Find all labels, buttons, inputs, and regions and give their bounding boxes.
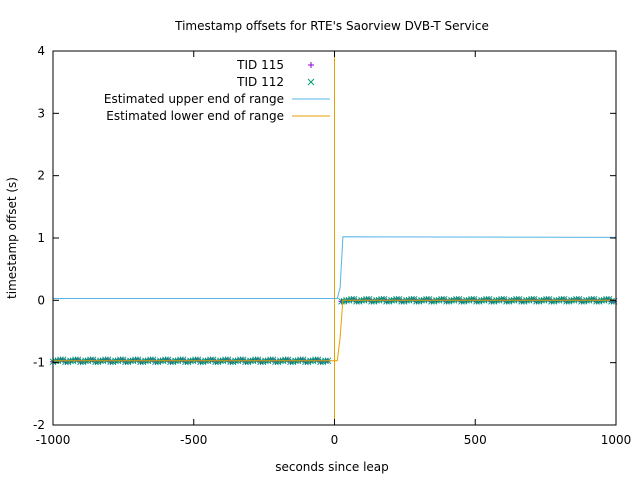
legend-item: Estimated upper end of range [104, 92, 330, 106]
legend-swatch [308, 62, 314, 68]
x-tick-label: -500 [180, 433, 207, 447]
data-point [297, 356, 304, 364]
x-tick-label: -1000 [36, 433, 71, 447]
data-point [102, 356, 109, 364]
data-point [468, 295, 475, 303]
data-point [438, 295, 445, 303]
chart-title: Timestamp offsets for RTE's Saorview DVB… [174, 19, 489, 33]
y-tick-label: 0 [37, 293, 45, 307]
data-point [453, 295, 460, 303]
data-point [498, 295, 505, 303]
data-point [363, 295, 370, 303]
data-point [117, 356, 124, 364]
legend-swatch [307, 78, 315, 86]
legend: TID 115 TID 112 Estimated upper end of ran… [104, 58, 330, 123]
data-point [237, 356, 244, 364]
data-point [603, 295, 610, 303]
data-point [408, 295, 415, 303]
data-point [378, 295, 385, 303]
y-axis: -2 -1 0 1 2 3 4 [33, 44, 616, 432]
x-tick-label: 0 [331, 433, 339, 447]
y-tick-label: 1 [37, 231, 45, 245]
legend-item: Estimated lower end of range [106, 109, 330, 123]
legend-item: TID 115 [236, 58, 314, 72]
data-point [573, 295, 580, 303]
series-line [53, 236, 617, 299]
data-point [162, 356, 169, 364]
x-tick-label: 500 [464, 433, 487, 447]
data-point [543, 295, 550, 303]
data-point [423, 295, 430, 303]
data-point [348, 295, 355, 303]
data-point [72, 356, 79, 364]
data-point [267, 356, 274, 364]
data-point [483, 295, 490, 303]
data-point [207, 356, 214, 364]
data-point [177, 356, 184, 364]
y-tick-label: -2 [33, 418, 45, 432]
legend-label: TID 115 [236, 58, 284, 72]
plot-area [49, 51, 618, 425]
data-point [252, 356, 259, 364]
data-point [528, 295, 535, 303]
data-point [393, 295, 400, 303]
data-point [282, 356, 289, 364]
y-tick-label: -1 [33, 356, 45, 370]
y-tick-label: 4 [37, 44, 45, 58]
x-axis-title: seconds since leap [275, 460, 389, 474]
data-point [57, 356, 64, 364]
data-point [222, 356, 229, 364]
series-estimated-upper-end-of-range [53, 236, 617, 299]
data-point [513, 295, 520, 303]
y-tick-label: 2 [37, 169, 45, 183]
y-tick-label: 3 [37, 106, 45, 120]
legend-item: TID 112 [236, 75, 315, 89]
data-point [132, 356, 139, 364]
legend-label: TID 112 [236, 75, 284, 89]
x-tick-label: 1000 [601, 433, 632, 447]
data-point [588, 295, 595, 303]
series-line [53, 299, 616, 362]
series-tid-112 [49, 295, 618, 366]
data-point [312, 356, 319, 364]
data-point [192, 356, 199, 364]
data-point [608, 297, 615, 305]
legend-label: Estimated upper end of range [104, 92, 284, 106]
series-estimated-lower-end-of-range [53, 299, 616, 362]
data-point [147, 356, 154, 364]
x-axis: -1000 -500 0 500 1000 [36, 51, 632, 447]
legend-label: Estimated lower end of range [106, 109, 284, 123]
data-point [87, 356, 94, 364]
data-point [558, 295, 565, 303]
y-axis-title: timestamp offset (s) [5, 177, 19, 299]
